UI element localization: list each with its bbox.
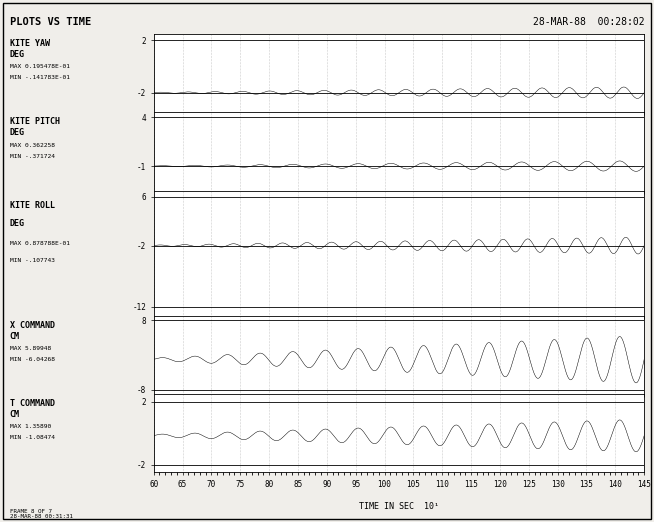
Text: DEG: DEG xyxy=(10,128,25,137)
Text: DEG: DEG xyxy=(10,50,25,59)
Text: TIME IN SEC  10¹: TIME IN SEC 10¹ xyxy=(359,502,439,511)
Text: MIN -6.04268: MIN -6.04268 xyxy=(10,357,55,362)
Text: 28-MAR-88  00:28:02: 28-MAR-88 00:28:02 xyxy=(532,17,644,27)
Text: X COMMAND: X COMMAND xyxy=(10,321,55,330)
Text: FRAME 8 OF 7
28-MAR-88 00:31:31: FRAME 8 OF 7 28-MAR-88 00:31:31 xyxy=(10,508,73,519)
Text: CM: CM xyxy=(10,410,20,419)
Text: MIN -1.08474: MIN -1.08474 xyxy=(10,435,55,441)
Text: KITE PITCH: KITE PITCH xyxy=(10,117,60,126)
Text: KITE ROLL: KITE ROLL xyxy=(10,201,55,210)
Text: MIN -.371724: MIN -.371724 xyxy=(10,153,55,159)
Text: MIN -.141783E-01: MIN -.141783E-01 xyxy=(10,75,70,80)
Text: MAX 0.362258: MAX 0.362258 xyxy=(10,143,55,148)
Text: MAX 0.195478E-01: MAX 0.195478E-01 xyxy=(10,64,70,69)
Text: T COMMAND: T COMMAND xyxy=(10,399,55,408)
Text: PLOTS VS TIME: PLOTS VS TIME xyxy=(10,17,91,27)
Text: MIN -.107743: MIN -.107743 xyxy=(10,258,55,263)
Text: MAX 0.878788E-01: MAX 0.878788E-01 xyxy=(10,241,70,246)
Text: MAX 5.89948: MAX 5.89948 xyxy=(10,346,51,351)
Text: KITE YAW: KITE YAW xyxy=(10,39,50,48)
Text: MAX 1.35890: MAX 1.35890 xyxy=(10,424,51,430)
Text: DEG: DEG xyxy=(10,219,25,228)
Text: CM: CM xyxy=(10,331,20,341)
